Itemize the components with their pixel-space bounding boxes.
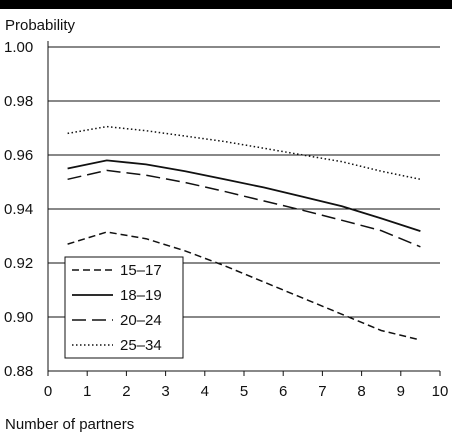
x-tick-label: 2	[122, 383, 130, 400]
y-tick-label: 0.92	[4, 255, 33, 272]
y-tick-label: 1.00	[4, 39, 33, 56]
y-tick-label: 0.94	[4, 201, 33, 218]
x-tick-label: 9	[397, 383, 405, 400]
y-tick-label: 0.88	[4, 363, 33, 380]
y-tick-label: 0.90	[4, 309, 33, 326]
x-tick-label: 5	[240, 383, 248, 400]
x-tick-label: 8	[357, 383, 365, 400]
legend-label: 15–17	[120, 262, 162, 279]
series-line	[68, 160, 421, 231]
x-tick-label: 0	[44, 383, 52, 400]
y-axis-title: Probability	[5, 17, 76, 34]
y-tick-label: 0.96	[4, 147, 33, 164]
x-tick-label: 3	[161, 383, 169, 400]
x-tick-label: 10	[432, 383, 449, 400]
x-tick-label: 7	[318, 383, 326, 400]
legend-label: 18–19	[120, 287, 162, 304]
x-tick-label: 1	[83, 383, 91, 400]
x-tick-label: 6	[279, 383, 287, 400]
x-tick-label: 4	[201, 383, 209, 400]
legend: 15–17 18–19 20–24 25–34	[65, 257, 183, 358]
y-tick-label: 0.98	[4, 93, 33, 110]
x-axis-title: Number of partners	[5, 416, 134, 433]
legend-label: 20–24	[120, 312, 162, 329]
legend-label: 25–34	[120, 337, 162, 354]
